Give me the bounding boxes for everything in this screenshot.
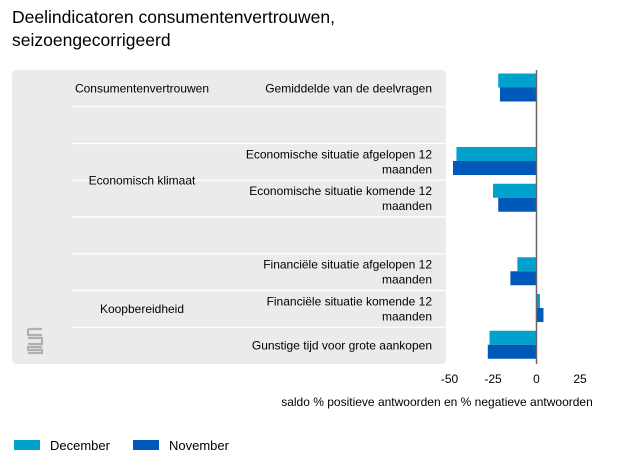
category-labels: Gemiddelde van de deelvragen Economische … (246, 81, 432, 352)
bars (452, 73, 544, 359)
category-label: Gunstige tijd voor grote aankopen (252, 339, 432, 353)
chart-title: Deelindicatoren consumentenvertrouwen, s… (12, 7, 335, 50)
category-label: Gemiddelde van de deelvragen (265, 81, 432, 95)
x-tick-labels: -50 -25 0 25 (441, 372, 587, 386)
legend-swatch-november (133, 440, 159, 450)
bar-december (498, 73, 537, 88)
legend-item-november: November (133, 436, 229, 454)
bar-december (536, 294, 540, 308)
x-tick-label: -25 (484, 372, 502, 386)
bar-november (452, 161, 537, 175)
category-label: Financiële situatie afgelopen 12 maanden (263, 258, 432, 287)
legend-label-november: November (169, 437, 229, 453)
bar-november (499, 87, 537, 102)
bar-chart: Consumentenvertrouwen Economisch klimaat K… (12, 70, 593, 409)
bar-december (456, 147, 537, 161)
x-tick-label: -50 (441, 372, 459, 386)
category-label: Economische situatie afgelopen 12 maanden (246, 147, 432, 176)
bar-december (493, 183, 537, 198)
group-labels: Consumentenvertrouwen Economisch klimaat K… (75, 81, 209, 316)
divider-lines (72, 106, 446, 328)
bar-november (498, 197, 537, 212)
legend-label-december: December (50, 437, 110, 453)
legend-item-december: December (14, 436, 110, 454)
group-label: Consumentenvertrouwen (75, 81, 209, 95)
group-label: Economisch klimaat (89, 173, 196, 187)
cbs-logo-icon (26, 327, 44, 355)
x-axis-label: saldo % positieve antwoorden en % negati… (281, 395, 593, 409)
bar-december (489, 330, 537, 345)
bar-november (536, 308, 544, 322)
bar-november (510, 271, 537, 286)
x-tick-label: 0 (533, 372, 540, 386)
x-tick-label: 25 (573, 372, 587, 386)
bar-december (517, 257, 537, 272)
category-label: Economische situatie komende 12 maanden (249, 184, 432, 213)
group-label: Koopbereidheid (100, 302, 184, 316)
category-label: Financiële situatie komende 12 maanden (267, 294, 433, 323)
legend-swatch-december (14, 440, 40, 450)
bar-november (487, 344, 537, 359)
